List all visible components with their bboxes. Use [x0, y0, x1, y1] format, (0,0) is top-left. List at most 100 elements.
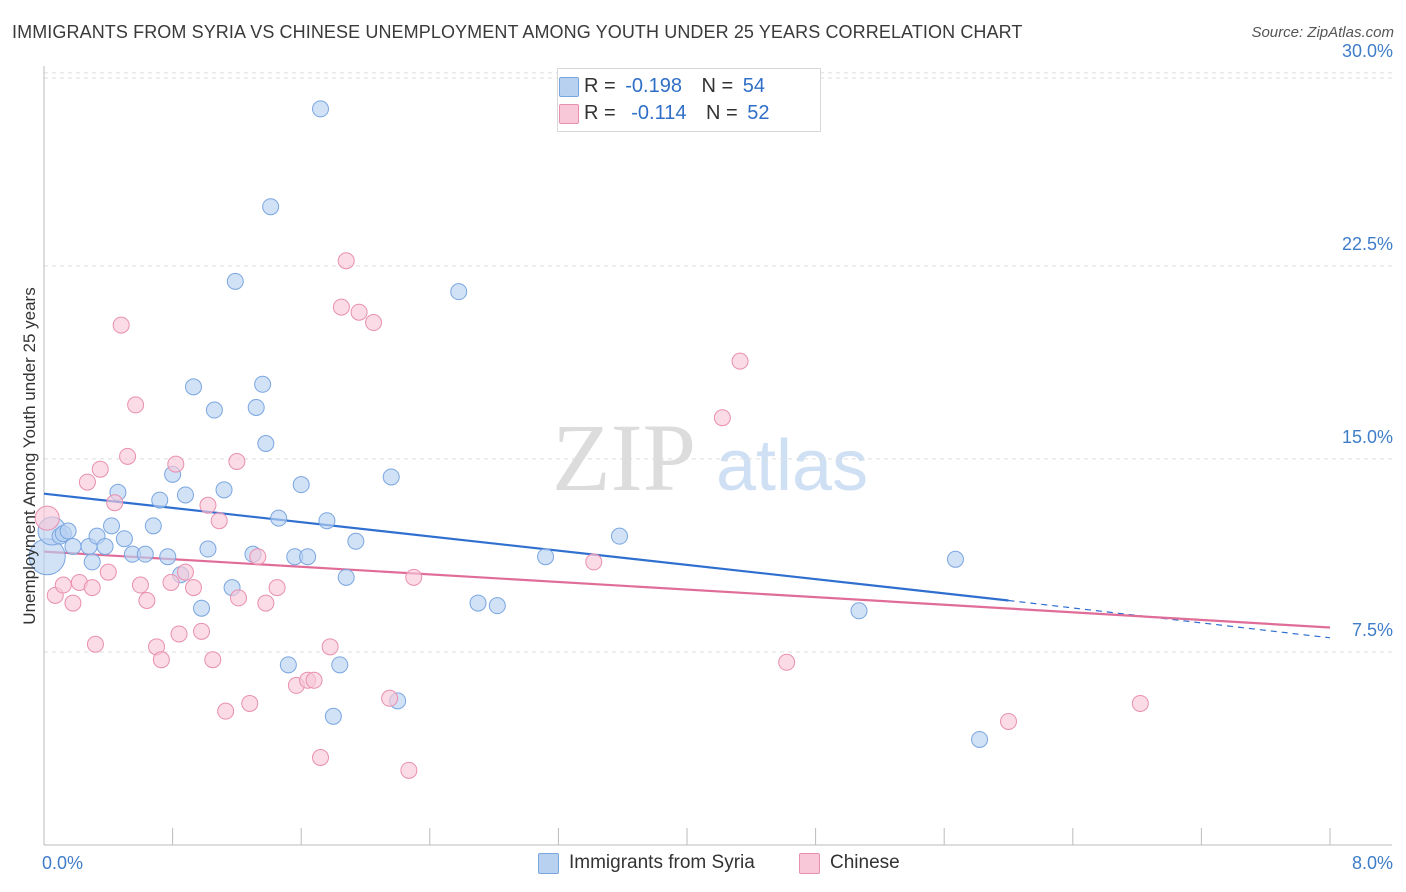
point-syria	[96, 537, 114, 555]
point-chinese	[400, 761, 418, 779]
point-chinese	[405, 568, 423, 586]
point-syria	[215, 481, 233, 499]
point-chinese	[731, 352, 749, 370]
point-syria	[64, 537, 82, 555]
bottom-swatch-syria	[538, 853, 559, 874]
grid-lines	[44, 72, 1392, 653]
watermark-zip: ZIP	[552, 404, 696, 511]
point-syria	[205, 401, 223, 419]
bottom-legend-chinese-label: Chinese	[830, 852, 900, 873]
legend-n-label: N =	[706, 102, 738, 124]
watermark-atlas: atlas	[716, 426, 868, 506]
bottom-legend-chinese: Chinese	[799, 852, 900, 874]
point-syria	[59, 522, 77, 540]
point-syria	[262, 198, 280, 216]
point-chinese	[1000, 712, 1017, 730]
watermark: ZIP atlas	[552, 404, 868, 511]
point-chinese	[337, 252, 355, 270]
point-chinese	[217, 702, 235, 720]
point-syria	[450, 283, 468, 301]
point-chinese	[83, 579, 101, 597]
data-points	[28, 100, 1149, 779]
point-chinese	[152, 651, 170, 669]
point-syria	[270, 509, 288, 527]
point-chinese	[350, 303, 368, 321]
point-syria	[103, 517, 121, 535]
point-chinese	[91, 460, 109, 478]
y-tick-label: 30.0%	[1342, 41, 1393, 61]
legend-n-syria: 54	[742, 75, 766, 97]
point-syria	[946, 550, 964, 568]
legend-swatch-syria	[559, 77, 579, 97]
point-syria	[226, 272, 244, 290]
point-chinese	[228, 453, 246, 471]
point-chinese	[311, 748, 329, 766]
y-axis-label: Unemployment Among Youth under 25 years	[20, 287, 39, 624]
point-syria	[347, 532, 365, 550]
point-chinese	[138, 591, 156, 609]
point-chinese	[184, 579, 202, 597]
point-syria	[971, 730, 989, 748]
point-chinese	[193, 622, 211, 640]
point-chinese	[106, 494, 124, 512]
bottom-legend-syria: Immigrants from Syria	[538, 852, 755, 874]
point-syria	[144, 517, 162, 535]
point-chinese	[78, 473, 96, 491]
point-chinese	[64, 594, 82, 612]
legend: R = -0.198 N = 54 R = -0.114 N = 52	[557, 68, 821, 132]
point-chinese	[199, 496, 217, 514]
point-syria	[292, 476, 310, 494]
legend-r-label: R =	[584, 75, 616, 97]
point-syria	[337, 568, 355, 586]
point-chinese	[34, 505, 60, 531]
point-syria	[850, 602, 868, 620]
y-tick-label: 22.5%	[1342, 234, 1393, 254]
axes	[43, 66, 1392, 846]
point-chinese	[241, 694, 259, 712]
point-chinese	[119, 447, 137, 465]
point-chinese	[332, 298, 350, 316]
legend-row-chinese: R = -0.114 N = 52	[559, 102, 770, 126]
point-syria	[311, 100, 329, 118]
point-chinese	[204, 651, 222, 669]
trend-line-syria-extension	[1008, 599, 1331, 639]
legend-r-label: R =	[584, 102, 616, 124]
point-chinese	[249, 548, 267, 566]
point-syria	[176, 486, 194, 504]
point-chinese	[127, 396, 145, 414]
point-chinese	[167, 455, 185, 473]
point-chinese	[713, 409, 731, 427]
point-syria	[199, 540, 217, 558]
point-syria	[247, 398, 265, 416]
point-chinese	[54, 576, 72, 594]
point-syria	[193, 599, 211, 617]
point-syria	[610, 527, 628, 545]
point-chinese	[99, 563, 117, 581]
bottom-legend-syria-label: Immigrants from Syria	[569, 852, 755, 873]
point-syria	[254, 375, 272, 393]
point-chinese	[321, 638, 339, 656]
chart-title: IMMIGRANTS FROM SYRIA VS CHINESE UNEMPLO…	[12, 22, 1023, 42]
point-syria	[257, 434, 275, 452]
point-syria	[279, 656, 297, 674]
point-syria	[115, 530, 133, 548]
point-chinese	[162, 573, 180, 591]
y-tick-label: 15.0%	[1342, 427, 1393, 447]
point-chinese	[210, 512, 228, 530]
point-syria	[488, 597, 506, 615]
point-syria	[537, 548, 555, 566]
point-syria	[299, 548, 317, 566]
point-chinese	[305, 671, 323, 689]
point-syria	[159, 548, 177, 566]
point-syria	[318, 512, 336, 530]
legend-r-syria: -0.198	[625, 75, 682, 97]
point-chinese	[112, 316, 130, 334]
point-syria	[83, 553, 101, 571]
legend-n-label: N =	[701, 75, 734, 97]
x-tick-label: 8.0%	[1352, 853, 1393, 873]
point-chinese	[170, 625, 188, 643]
point-syria	[184, 378, 202, 396]
point-chinese	[585, 553, 603, 571]
y-tick-label: 7.5%	[1352, 620, 1393, 640]
point-chinese	[131, 576, 149, 594]
